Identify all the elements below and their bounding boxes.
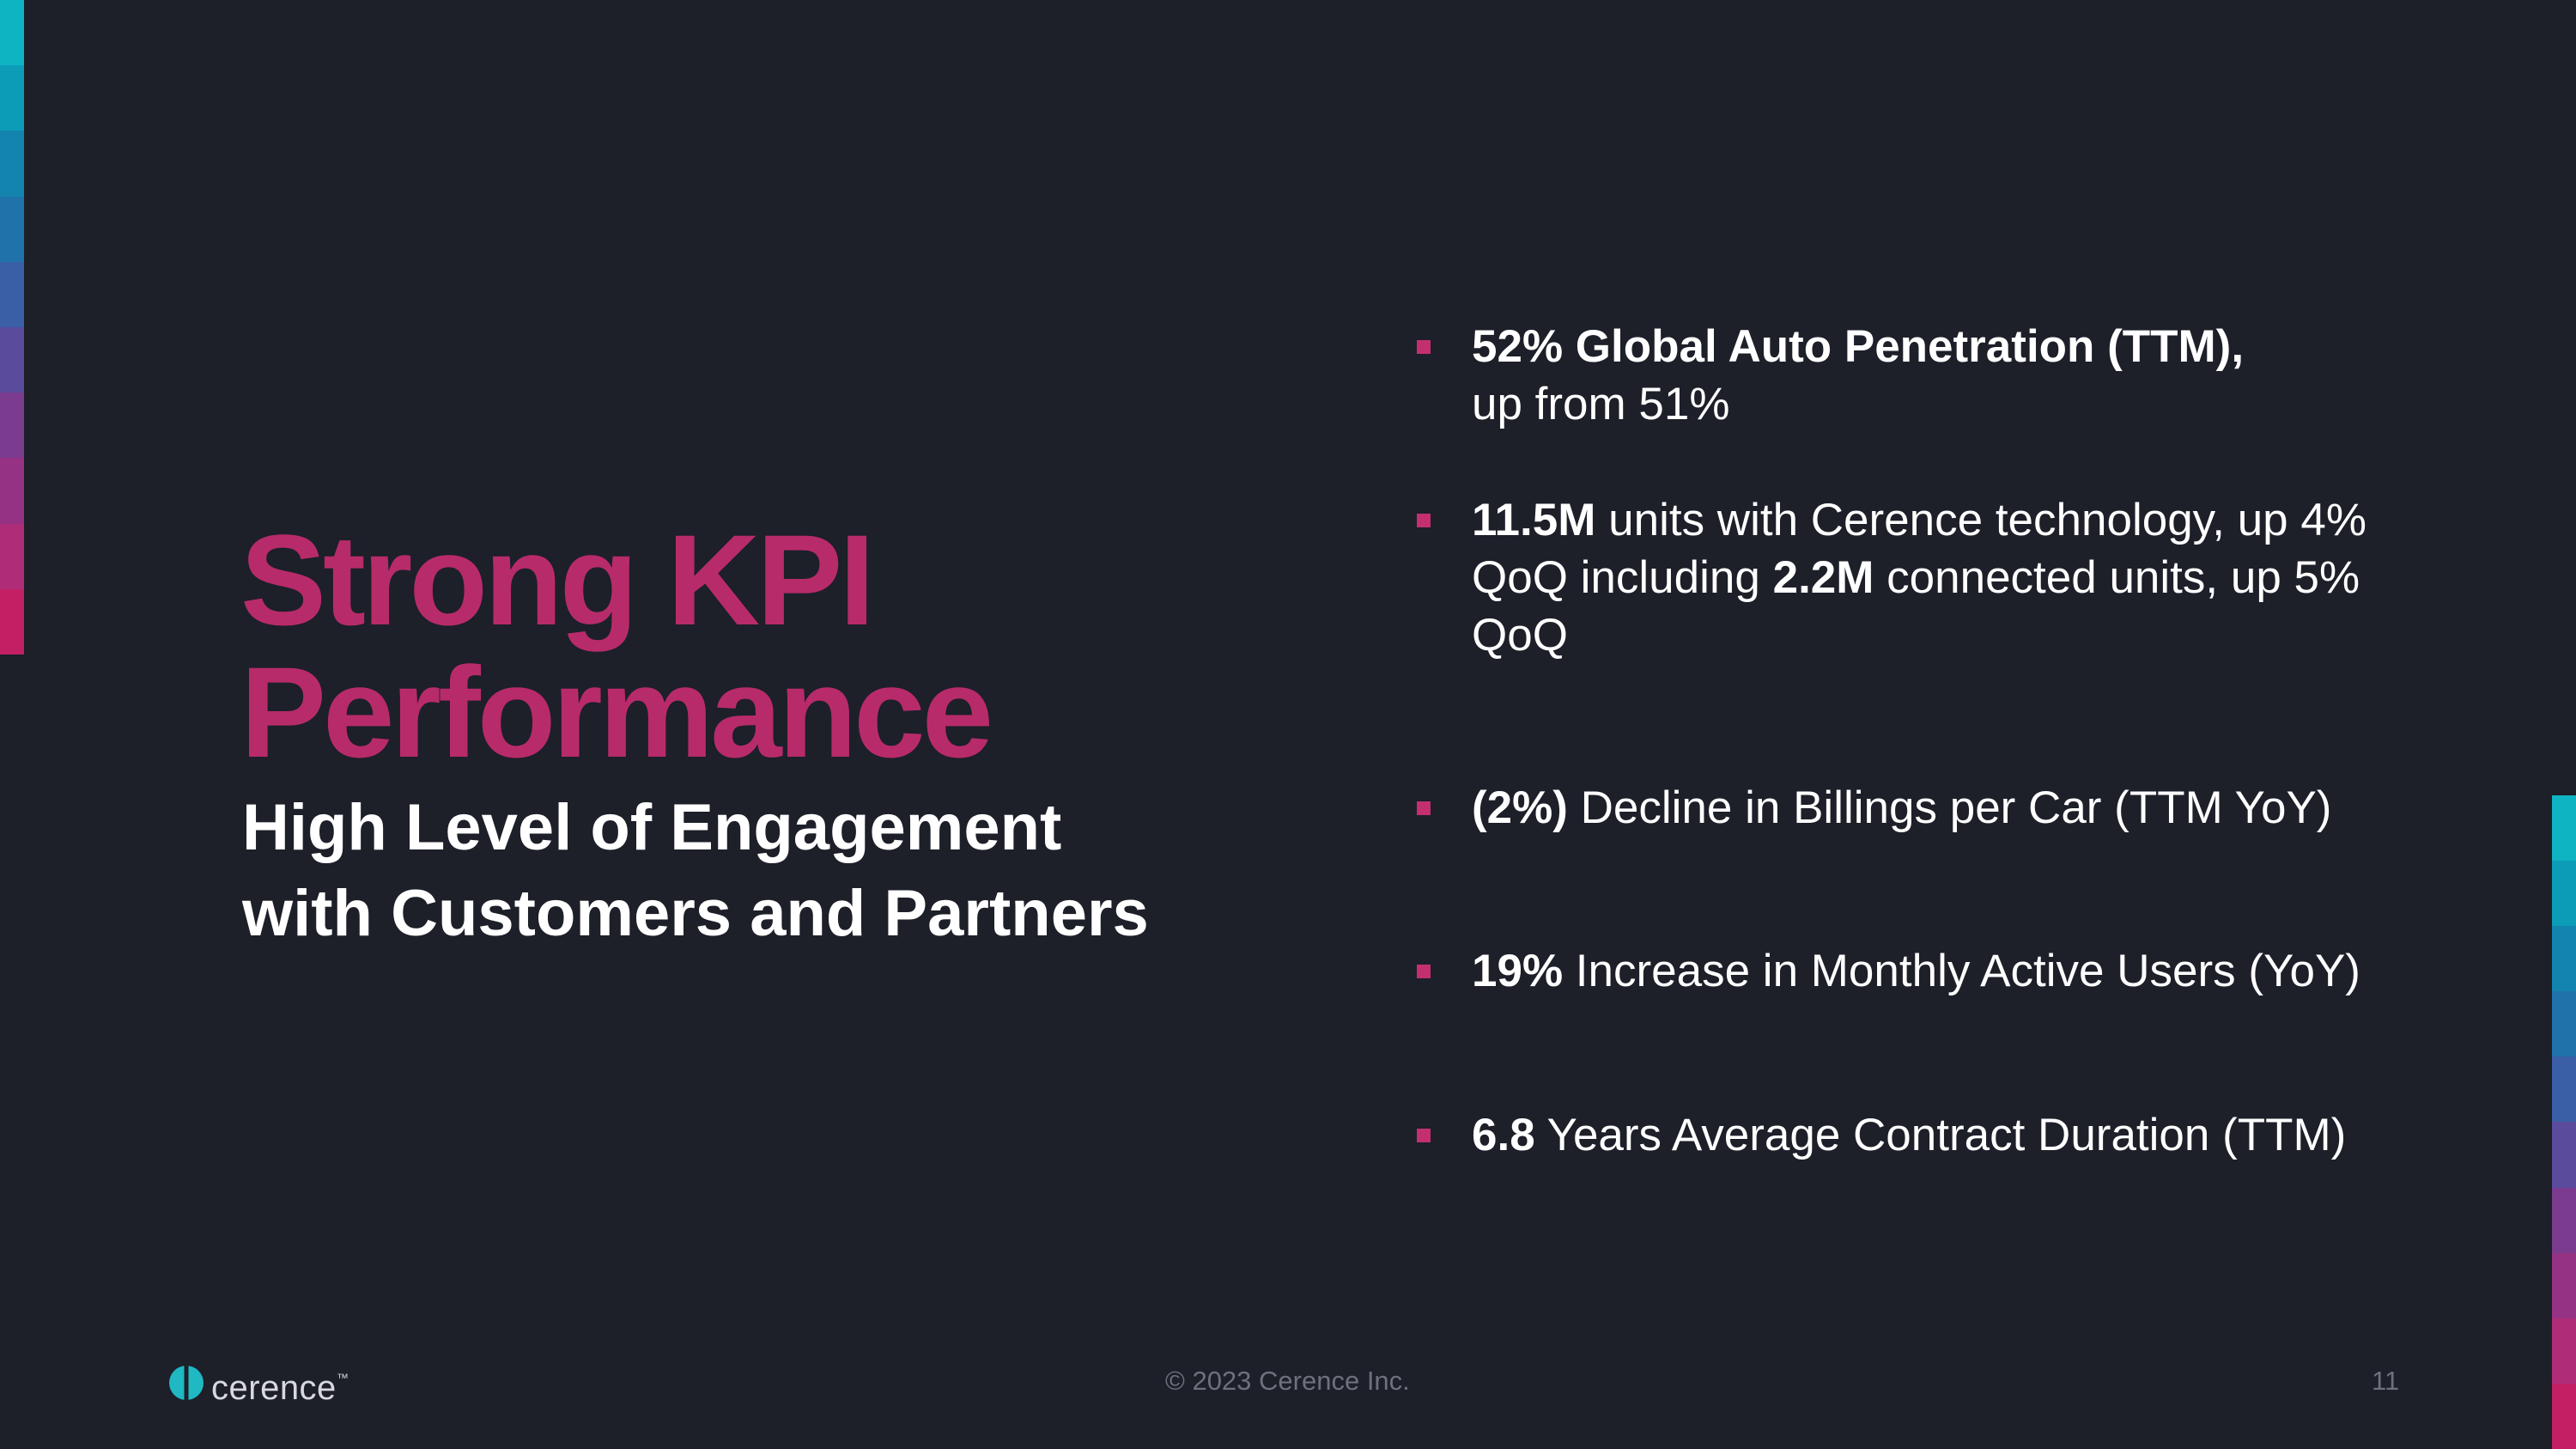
bullet-text: 11.5M units with Cerence technology, up … <box>1472 491 2366 664</box>
trademark-mark: ™ <box>336 1371 349 1385</box>
bullet-line: QoQ <box>1472 606 2366 664</box>
strip-segment <box>2552 1122 2576 1188</box>
strip-segment <box>2552 1252 2576 1318</box>
strip-segment <box>0 0 24 66</box>
bullet-text: 52% Global Auto Penetration (TTM), up fro… <box>1472 318 2244 433</box>
bullet-line: 19% Increase in Monthly Active Users (Yo… <box>1472 942 2360 1000</box>
bullet-bold-run: 6.8 <box>1472 1110 1535 1160</box>
bullet-line: 52% Global Auto Penetration (TTM), <box>1472 318 2244 375</box>
left-color-strip <box>0 0 24 655</box>
strip-segment <box>2552 1383 2576 1449</box>
bullet-text-run: QoQ including <box>1472 552 1773 603</box>
strip-segment <box>0 131 24 197</box>
strip-segment <box>0 393 24 459</box>
strip-segment <box>0 588 24 655</box>
bullet-bold-run: 2.2M <box>1772 552 1874 603</box>
strip-segment <box>2552 926 2576 992</box>
strip-segment <box>0 327 24 393</box>
bullet-bold-run: (2%) <box>1472 782 1568 833</box>
copyright-notice: © 2023 Cerence Inc. <box>1165 1366 1410 1396</box>
bullet-text-run: QoQ <box>1472 610 1568 661</box>
bullet-text-run: connected units, up 5% <box>1874 552 2360 603</box>
cerence-logo-icon <box>169 1365 204 1401</box>
strip-segment <box>2552 991 2576 1057</box>
slide-title-line-2: Performance <box>240 640 993 784</box>
bullet-line: 11.5M units with Cerence technology, up … <box>1472 491 2366 549</box>
bullet-text-run: units with Cerence technology, up 4% <box>1595 495 2366 545</box>
strip-segment <box>0 523 24 589</box>
cerence-logo: cerence™ <box>168 1361 349 1405</box>
bullet-marker <box>1417 1129 1431 1142</box>
bullet-line: QoQ including 2.2M connected units, up 5… <box>1472 549 2366 606</box>
strip-segment <box>0 65 24 131</box>
bullet-bold-run: 19% <box>1472 946 1564 996</box>
slide-title-line-1: Strong KPI <box>240 508 875 652</box>
slide-title: Strong KPI Performance <box>240 508 993 784</box>
strip-segment <box>2552 1187 2576 1253</box>
bullet-text-run: Increase in Monthly Active Users (YoY) <box>1563 946 2360 996</box>
bullet-bold-run: 52% Global Auto Penetration (TTM), <box>1472 321 2245 372</box>
bullet-marker <box>1417 514 1431 527</box>
strip-segment <box>2552 1056 2576 1123</box>
bullet-line: (2%) Decline in Billings per Car (TTM Yo… <box>1472 779 2331 837</box>
bullet-text-run: Years Average Contract Duration (TTM) <box>1534 1110 2347 1160</box>
bullet-text-run: up from 51% <box>1472 379 1730 429</box>
bullet-line: up from 51% <box>1472 375 2244 433</box>
strip-segment <box>0 196 24 262</box>
bullet-text: 19% Increase in Monthly Active Users (Yo… <box>1472 942 2360 1000</box>
strip-segment <box>2552 1318 2576 1384</box>
bullet-marker <box>1417 340 1431 354</box>
cerence-logo-text: cerence™ <box>211 1369 349 1407</box>
strip-segment <box>0 458 24 524</box>
strip-segment <box>2552 795 2576 861</box>
slide-subtitle-line-1: High Level of Engagement <box>242 791 1062 864</box>
bullet-text: 6.8 Years Average Contract Duration (TTM… <box>1472 1106 2346 1164</box>
bullet-marker <box>1417 801 1431 815</box>
bullet-bold-run: 11.5M <box>1472 495 1596 545</box>
slide-subtitle: High Level of Engagement with Customers … <box>242 785 1149 957</box>
bullet-text-run: Decline in Billings per Car (TTM YoY) <box>1567 782 2332 833</box>
page-number: 11 <box>2372 1366 2400 1396</box>
bullet-marker <box>1417 965 1431 978</box>
bullet-line: 6.8 Years Average Contract Duration (TTM… <box>1472 1106 2346 1164</box>
bullet-text: (2%) Decline in Billings per Car (TTM Yo… <box>1472 779 2331 837</box>
right-color-strip <box>2552 795 2576 1449</box>
slide-subtitle-line-2: with Customers and Partners <box>242 877 1149 950</box>
strip-segment <box>2552 861 2576 927</box>
strip-segment <box>0 261 24 328</box>
